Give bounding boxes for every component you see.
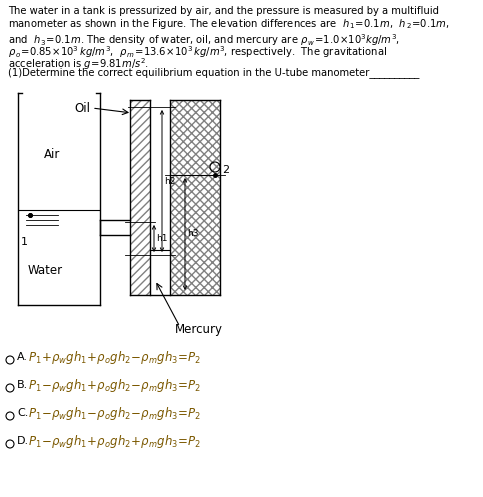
Text: C.: C. (17, 408, 28, 418)
Text: $\rho_{\,o}\!=\!0.85\!\times\!10^3\,kg/m^3$,  $\rho_{\,m}\!=\!13.6\!\times\!10^3: $\rho_{\,o}\!=\!0.85\!\times\!10^3\,kg/m… (8, 44, 387, 60)
Text: Oil: Oil (74, 101, 90, 114)
Text: $P_1\!-\!\rho_w gh_1\!+\!\rho_o gh_2\!-\!\rho_m gh_3\!=\!P_2$: $P_1\!-\!\rho_w gh_1\!+\!\rho_o gh_2\!-\… (28, 377, 201, 394)
Bar (150, 100, 170, 295)
Text: D.: D. (17, 436, 29, 446)
Bar (150, 100, 170, 250)
Text: manometer as shown in the Figure. The elevation differences are  $h_{\,1}\!=\!0.: manometer as shown in the Figure. The el… (8, 17, 450, 31)
Text: Air: Air (44, 149, 60, 162)
Text: B.: B. (17, 380, 28, 390)
Text: The water in a tank is pressurized by air, and the pressure is measured by a mul: The water in a tank is pressurized by ai… (8, 6, 439, 16)
Text: A.: A. (17, 352, 28, 362)
Bar (170, 100, 220, 295)
Text: and  $h_{\,3}\!=\!0.1m$. The density of water, oil, and mercury are $\rho_{\,w}\: and $h_{\,3}\!=\!0.1m$. The density of w… (8, 32, 400, 48)
Text: (1)Determine the correct equilibrium equation in the U-tube manometer__________: (1)Determine the correct equilibrium equ… (8, 67, 419, 78)
Text: acceleration is $g\!=\!9.81m/s^2$.: acceleration is $g\!=\!9.81m/s^2$. (8, 56, 149, 72)
Bar (130, 100, 150, 295)
Text: $P_1\!-\!\rho_w gh_1\!+\!\rho_o gh_2\!+\!\rho_m gh_3\!=\!P_2$: $P_1\!-\!\rho_w gh_1\!+\!\rho_o gh_2\!+\… (28, 432, 201, 449)
Text: h3: h3 (187, 230, 199, 239)
Text: $P_1\!+\!\rho_w gh_1\!+\!\rho_o gh_2\!-\!\rho_m gh_3\!=\!P_2$: $P_1\!+\!\rho_w gh_1\!+\!\rho_o gh_2\!-\… (28, 348, 201, 365)
Text: h2: h2 (164, 176, 175, 185)
Text: Mercury: Mercury (175, 324, 223, 336)
Text: Water: Water (28, 263, 63, 276)
Text: 1: 1 (20, 237, 28, 247)
Text: h1: h1 (156, 234, 168, 243)
Text: $P_1\!-\!\rho_w gh_1\!-\!\rho_o gh_2\!-\!\rho_m gh_3\!=\!P_2$: $P_1\!-\!\rho_w gh_1\!-\!\rho_o gh_2\!-\… (28, 405, 201, 421)
Text: 2: 2 (222, 165, 229, 175)
